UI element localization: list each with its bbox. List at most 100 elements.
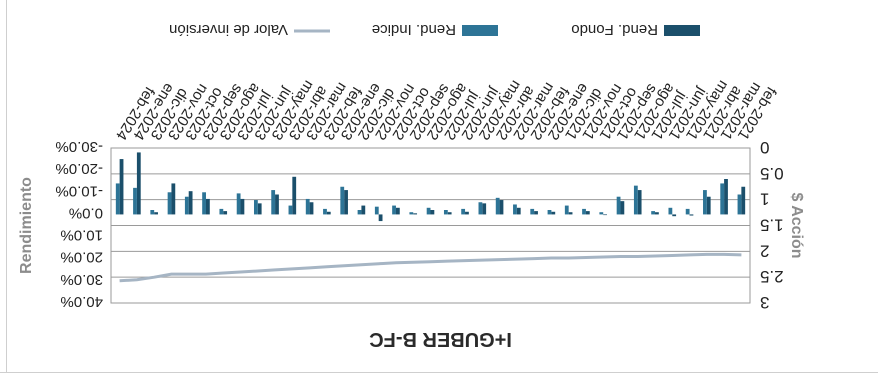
- bar-rend-indice: [133, 187, 137, 215]
- bar-rend-indice: [150, 210, 155, 215]
- bar-rend-indice: [167, 192, 172, 215]
- bar-rend-fondo: [499, 200, 504, 215]
- right-axis-tick-label: -20.0%: [55, 160, 103, 177]
- left-axis-tick-label: 0: [760, 138, 769, 157]
- legend-swatch: [462, 25, 498, 36]
- bar-rend-indice: [703, 190, 707, 215]
- bar-rend-indice: [340, 186, 345, 215]
- bar-rend-indice: [426, 207, 431, 215]
- bar-rend-indice: [392, 205, 396, 215]
- bar-rend-indice: [184, 196, 189, 215]
- right-axis-tick-label: -30.0%: [55, 138, 103, 155]
- bar-rend-fondo: [637, 190, 642, 215]
- bar-rend-fondo: [344, 190, 348, 215]
- legend-swatch: [664, 25, 700, 36]
- frame-right-border: [6, 0, 7, 373]
- left-axis-title: $ Acción: [788, 192, 805, 258]
- legend-label: Rend. Fondo: [571, 21, 658, 38]
- bar-rend-indice: [461, 208, 466, 215]
- bar-rend-fondo: [672, 214, 677, 217]
- left-axis-tick-label: 0.5: [760, 164, 784, 183]
- chart-title: I+GUBER B-FC: [369, 328, 512, 350]
- bar-rend-fondo: [603, 214, 608, 216]
- left-axis-tick-label: 3: [760, 293, 769, 312]
- bar-rend-fondo: [395, 207, 400, 215]
- bar-rend-fondo: [447, 212, 452, 215]
- bar-rend-fondo: [292, 176, 297, 215]
- left-axis-tick-label: 2: [760, 241, 769, 260]
- bar-rend-indice: [685, 208, 690, 215]
- bar-rend-indice: [495, 197, 500, 215]
- bar-rend-indice: [582, 208, 586, 215]
- left-axis-tick-label: 2.5: [760, 267, 784, 286]
- bar-rend-fondo: [275, 194, 279, 215]
- bar-rend-indice: [737, 194, 742, 215]
- bar-rend-fondo: [465, 211, 469, 215]
- bar-rend-indice: [115, 183, 120, 215]
- bar-rend-indice: [288, 205, 293, 215]
- bar-rend-fondo: [171, 183, 176, 215]
- bar-rend-indice: [513, 204, 517, 215]
- bar-rend-indice: [547, 210, 552, 215]
- bar-rend-indice: [236, 193, 241, 215]
- right-axis-tick-label: 30.0%: [60, 271, 103, 288]
- bar-rend-indice: [202, 192, 206, 215]
- left-axis-tick-label: 1.5: [760, 216, 784, 235]
- bar-rend-fondo: [188, 191, 193, 215]
- bar-rend-indice: [323, 208, 327, 215]
- right-axis-tick-label: 0.0%: [69, 204, 103, 221]
- bar-rend-indice: [219, 208, 224, 215]
- bar-rend-fondo: [482, 203, 487, 215]
- bar-rend-fondo: [154, 212, 158, 215]
- bar-rend-fondo: [534, 211, 538, 215]
- bar-rend-indice: [668, 207, 673, 215]
- bar-rend-fondo: [413, 213, 418, 215]
- bar-rend-indice: [374, 206, 379, 215]
- bar-rend-indice: [443, 210, 448, 215]
- bar-rend-indice: [271, 190, 276, 215]
- legend-label: Valor de inversión: [169, 21, 288, 38]
- legend-label: Rend. Indice: [372, 21, 456, 38]
- bar-rend-fondo: [136, 152, 141, 215]
- bar-rend-indice: [616, 196, 621, 215]
- line-valor-inversion: [119, 252, 742, 283]
- bar-rend-indice: [720, 183, 725, 215]
- bar-rend-fondo: [516, 207, 521, 215]
- bar-rend-fondo: [706, 196, 711, 215]
- bar-rend-fondo: [361, 205, 366, 215]
- bar-rend-fondo: [205, 198, 210, 215]
- bar-rend-fondo: [689, 214, 694, 216]
- bar-rend-indice: [599, 212, 604, 215]
- bar-rend-indice: [409, 212, 414, 215]
- right-axis-tick-label: 10.0%: [60, 227, 103, 244]
- left-axis-tick-label: 1: [760, 190, 769, 209]
- bar-rend-fondo: [240, 198, 245, 215]
- bar-rend-fondo: [551, 211, 556, 215]
- bar-rend-fondo: [119, 159, 124, 215]
- right-axis-title: Rendimiento: [18, 177, 35, 274]
- bar-rend-fondo: [378, 214, 383, 222]
- bar-rend-fondo: [326, 211, 331, 215]
- bar-rend-fondo: [585, 211, 590, 215]
- bar-rend-fondo: [257, 203, 262, 215]
- right-axis-tick-label: 40.0%: [60, 293, 103, 310]
- bar-rend-fondo: [724, 179, 728, 215]
- bar-rend-indice: [478, 202, 483, 215]
- right-axis-tick-label: 20.0%: [60, 249, 103, 266]
- bar-rend-indice: [305, 198, 310, 215]
- bar-rend-fondo: [430, 210, 435, 215]
- bar-rend-indice: [357, 210, 362, 215]
- bar-rend-fondo: [620, 201, 625, 215]
- bar-rend-fondo: [223, 211, 228, 215]
- bar-rend-indice: [564, 205, 569, 215]
- bar-rend-fondo: [655, 212, 659, 215]
- bar-rend-fondo: [568, 212, 573, 215]
- bar-rend-indice: [253, 200, 258, 215]
- bar-rend-indice: [651, 211, 656, 215]
- bar-rend-indice: [633, 185, 638, 215]
- bar-rend-indice: [530, 208, 535, 215]
- bar-rend-fondo: [741, 186, 746, 215]
- bar-rend-fondo: [309, 202, 314, 215]
